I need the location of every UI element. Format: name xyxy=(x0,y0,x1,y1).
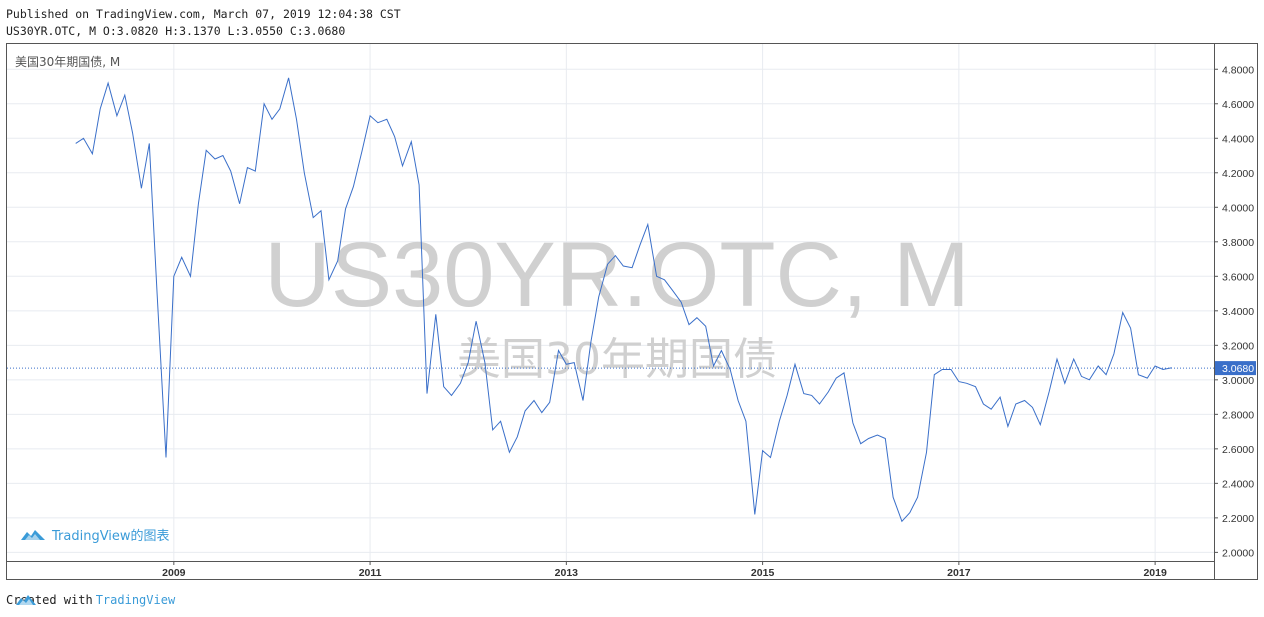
published-header: Published on TradingView.com, March 07, … xyxy=(6,7,401,21)
y-tick-label: 4.2000 xyxy=(1222,168,1254,180)
grid xyxy=(7,44,1214,561)
y-tick-label: 2.4000 xyxy=(1222,478,1254,490)
chart-title: 美国30年期国债, M xyxy=(15,55,120,69)
chart-tradingview-logo[interactable]: TradingView的图表 xyxy=(21,528,170,544)
y-tick-label: 4.8000 xyxy=(1222,64,1254,76)
watermark-name: 美国30年期国债 xyxy=(457,334,777,385)
last-price-label: 3.0680 xyxy=(1222,363,1254,375)
x-tick-label: 2015 xyxy=(751,567,775,579)
y-tick-label: 2.2000 xyxy=(1222,513,1254,525)
tradingview-logo-icon xyxy=(16,595,36,605)
y-tick-label: 2.0000 xyxy=(1222,547,1254,559)
y-tick-label: 3.2000 xyxy=(1222,340,1254,352)
footer-brand[interactable]: TradingView xyxy=(95,593,176,607)
x-tick-label: 2017 xyxy=(947,567,971,579)
chart-frame[interactable]: US30YR.OTC, M 美国30年期国债 美国30年期国债, M 2.0000 2.… xyxy=(6,43,1258,580)
y-tick-label: 3.4000 xyxy=(1222,306,1254,318)
x-tick-label: 2019 xyxy=(1143,567,1167,579)
chart-logo-text: TradingView的图表 xyxy=(51,528,170,544)
tradingview-cloud-highlight-icon xyxy=(25,534,40,540)
y-tick-label: 4.6000 xyxy=(1222,99,1254,111)
x-tick-label: 2009 xyxy=(162,567,186,579)
last-price-tag xyxy=(1215,361,1256,376)
ohlc-header: US30YR.OTC, M O:3.0820 H:3.1370 L:3.0550… xyxy=(6,24,346,38)
y-tick-label: 4.4000 xyxy=(1222,133,1254,145)
price-chart[interactable]: US30YR.OTC, M 美国30年期国债 美国30年期国债, M 2.0000 2.… xyxy=(7,44,1257,579)
x-tick-label: 2011 xyxy=(359,567,382,579)
watermark-symbol: US30YR.OTC, M xyxy=(264,224,969,326)
x-tick-label: 2013 xyxy=(555,567,579,579)
y-tick-label: 2.6000 xyxy=(1222,444,1254,456)
y-tick-label: 2.8000 xyxy=(1222,409,1254,421)
price-series-line[interactable] xyxy=(75,77,1172,523)
y-tick-label: 3.6000 xyxy=(1222,271,1254,283)
y-tick-label: 4.0000 xyxy=(1222,202,1254,214)
y-tick-label: 3.8000 xyxy=(1222,237,1254,249)
footer: Created with TradingView xyxy=(6,593,175,607)
y-tick-label: 3.0000 xyxy=(1222,375,1254,387)
